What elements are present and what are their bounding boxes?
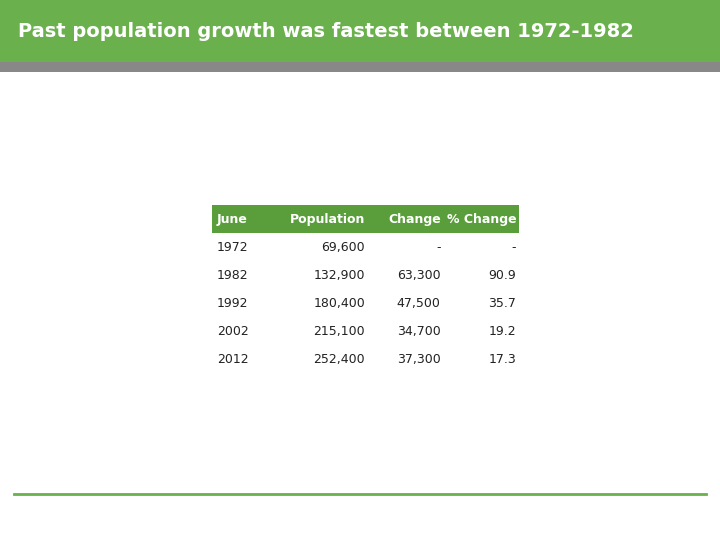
- Text: 37,300: 37,300: [397, 353, 441, 366]
- Text: 1982: 1982: [217, 269, 248, 282]
- Text: 19.2: 19.2: [489, 325, 516, 338]
- Text: Change: Change: [388, 213, 441, 226]
- Text: 132,900: 132,900: [313, 269, 365, 282]
- Text: June: June: [217, 213, 248, 226]
- Text: Population: Population: [289, 213, 365, 226]
- Text: 252,400: 252,400: [313, 353, 365, 366]
- Text: 2002: 2002: [217, 325, 248, 338]
- Text: 215,100: 215,100: [313, 325, 365, 338]
- Text: 69,600: 69,600: [321, 241, 365, 254]
- Text: 47,500: 47,500: [397, 297, 441, 310]
- Text: 17.3: 17.3: [488, 353, 516, 366]
- Text: Past population growth was fastest between 1972-1982: Past population growth was fastest betwe…: [18, 22, 634, 40]
- Text: 63,300: 63,300: [397, 269, 441, 282]
- Text: % Change: % Change: [446, 213, 516, 226]
- Text: 90.9: 90.9: [488, 269, 516, 282]
- Text: 2012: 2012: [217, 353, 248, 366]
- Text: 180,400: 180,400: [313, 297, 365, 310]
- Text: -: -: [512, 241, 516, 254]
- Text: 1972: 1972: [217, 241, 248, 254]
- Text: -: -: [436, 241, 441, 254]
- Text: 35.7: 35.7: [488, 297, 516, 310]
- Text: 34,700: 34,700: [397, 325, 441, 338]
- Text: 1992: 1992: [217, 297, 248, 310]
